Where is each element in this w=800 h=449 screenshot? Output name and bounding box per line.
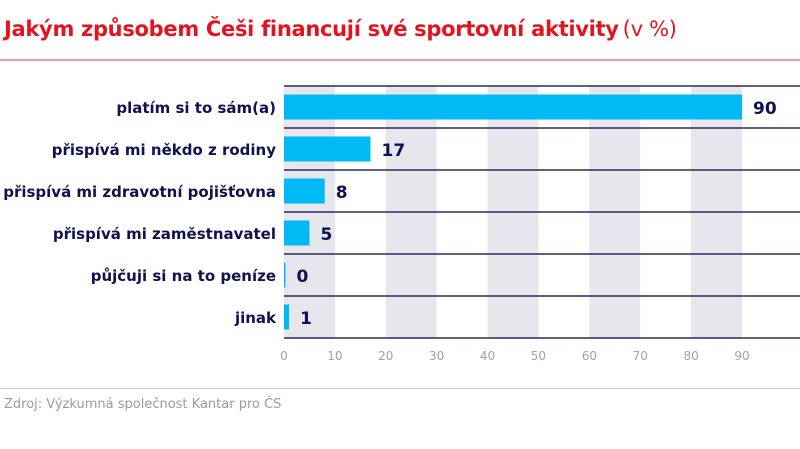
category-label: platím si to sám(a) xyxy=(116,99,276,117)
x-tick-label: 30 xyxy=(429,349,444,363)
chart-title: Jakým způsobem Češi financují své sporto… xyxy=(4,17,677,41)
chart-unit: (v %) xyxy=(622,17,677,41)
source-note: Zdroj: Výzkumná společnost Kantar pro ČS xyxy=(4,397,282,412)
footer-divider xyxy=(0,388,800,389)
x-tick-label: 90 xyxy=(734,349,749,363)
category-label: přispívá mi zdravotní pojišťovna xyxy=(3,183,276,201)
data-label: 0 xyxy=(297,267,309,287)
data-label: 8 xyxy=(336,183,348,203)
x-tick-label: 60 xyxy=(582,349,597,363)
data-label: 17 xyxy=(382,141,406,161)
data-label: 1 xyxy=(300,309,312,329)
x-tick-label: 0 xyxy=(280,349,288,363)
x-tick-label: 70 xyxy=(633,349,648,363)
x-tick-label: 10 xyxy=(327,349,342,363)
title-divider xyxy=(0,59,800,61)
chart-title-text: Jakým způsobem Češi financují své sporto… xyxy=(4,17,619,41)
data-label: 5 xyxy=(320,225,332,245)
bar xyxy=(284,262,286,288)
x-tick-label: 20 xyxy=(378,349,393,363)
x-tick-label: 80 xyxy=(683,349,698,363)
bar xyxy=(284,178,325,204)
x-tick-label: 50 xyxy=(531,349,546,363)
category-label: jinak xyxy=(234,309,277,327)
bar xyxy=(284,220,310,246)
category-label: půjčuji si na to peníze xyxy=(91,267,276,285)
bar xyxy=(284,304,290,330)
category-label: přispívá mi zaměstnavatel xyxy=(53,225,276,243)
bar xyxy=(284,94,742,120)
bar xyxy=(284,136,371,162)
category-label: přispívá mi někdo z rodiny xyxy=(52,141,277,159)
x-tick-label: 40 xyxy=(480,349,495,363)
data-label: 90 xyxy=(753,99,777,119)
